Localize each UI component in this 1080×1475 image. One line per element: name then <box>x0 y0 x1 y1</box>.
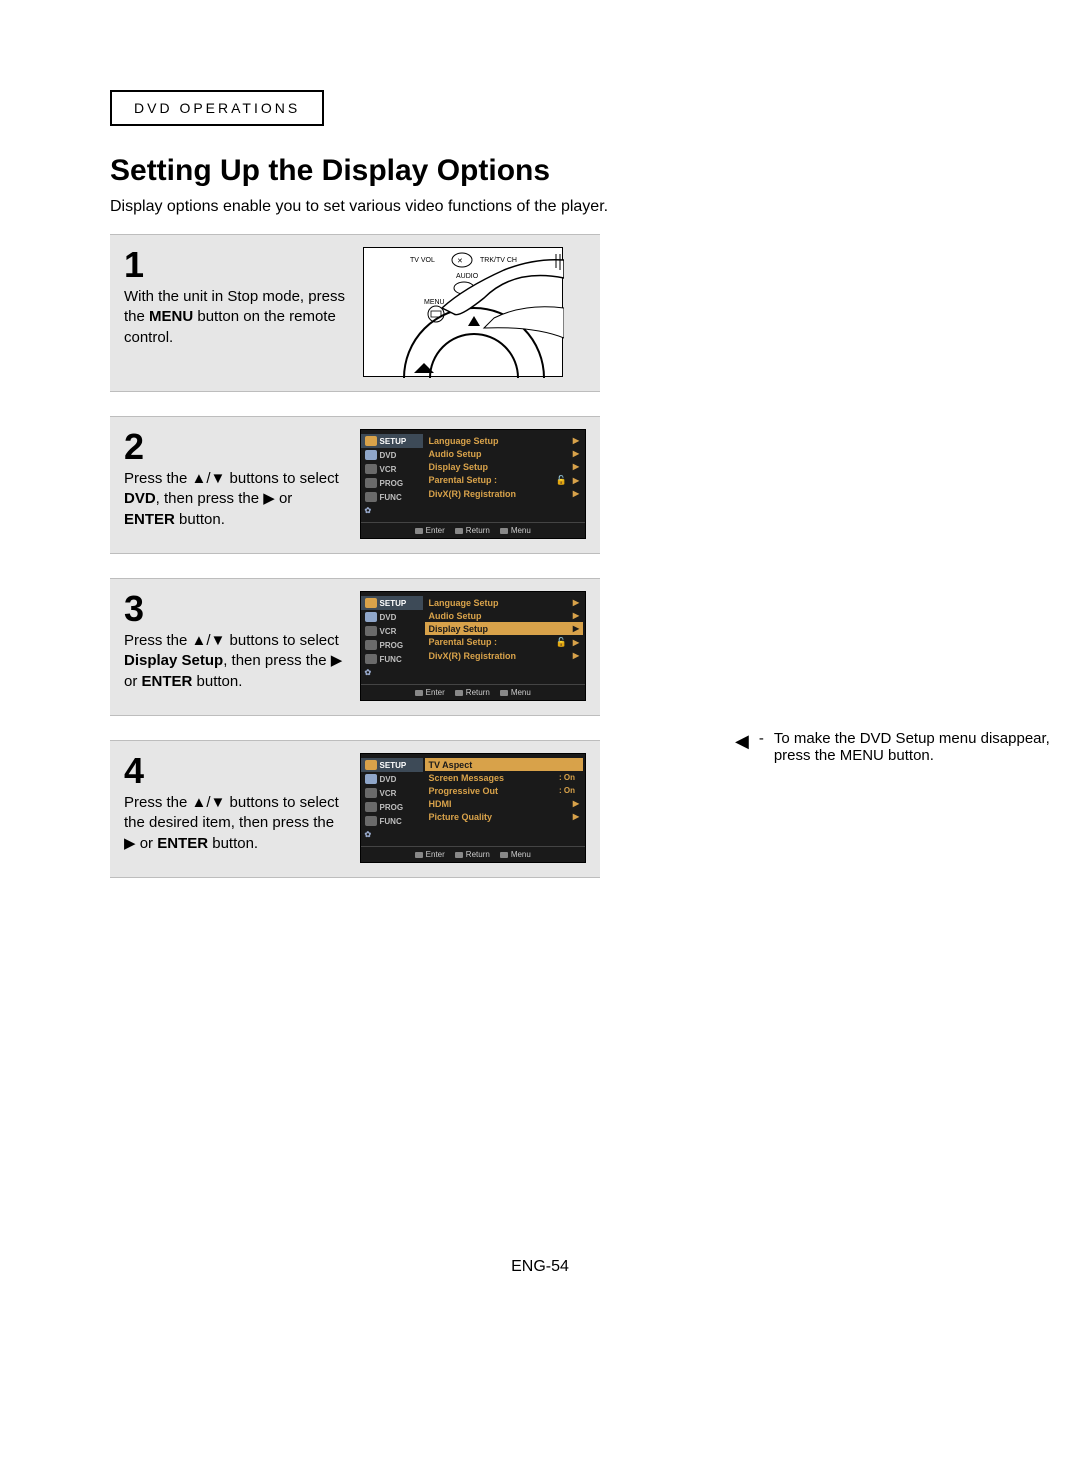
svg-text:AUDIO: AUDIO <box>456 273 479 280</box>
osd-footer: EnterReturnMenu <box>361 684 585 700</box>
osd-row: Screen Messages: On <box>429 771 579 784</box>
osd-row: DivX(R) Registration▶ <box>429 487 579 500</box>
osd-row: Audio Setup▶ <box>429 609 579 622</box>
osd-row: Audio Setup▶ <box>429 447 579 460</box>
osd-footer: EnterReturnMenu <box>361 846 585 862</box>
osd-tab: PROG <box>361 638 423 652</box>
osd-row: DivX(R) Registration▶ <box>429 649 579 662</box>
osd-row: Display Setup▶ <box>425 622 583 635</box>
osd-tab: FUNC <box>361 490 423 504</box>
osd-row: Parental Setup :🔓▶ <box>429 635 579 649</box>
section-tag: DVD OPERATIONS <box>110 90 324 126</box>
step-number: 4 <box>124 753 346 789</box>
osd-tab: VCR <box>361 624 423 638</box>
osd-row: Display Setup▶ <box>429 460 579 473</box>
osd-tab: FUNC <box>361 814 423 828</box>
step-text: With the unit in Stop mode, press the ME… <box>124 288 345 346</box>
osd-tab: VCR <box>361 786 423 800</box>
osd-tab: DVD <box>361 610 423 624</box>
osd-tab: SETUP <box>361 758 423 772</box>
osd-row: Progressive Out: On <box>429 784 579 797</box>
osd-tab: PROG <box>361 476 423 490</box>
step-number: 3 <box>124 591 346 627</box>
osd-tab: SETUP <box>361 434 423 448</box>
step-1: 1 With the unit in Stop mode, press the … <box>110 234 600 392</box>
step-text: Press the ▲/▼ buttons to select Display … <box>124 632 342 690</box>
osd-tab: FUNC <box>361 652 423 666</box>
onscreen-menu-step2: SETUPDVDVCRPROGFUNC✿Language Setup▶Audio… <box>360 429 586 539</box>
page-number: ENG-54 <box>110 1258 970 1276</box>
onscreen-menu-step4: SETUPDVDVCRPROGFUNC✿TV Aspect: WideScree… <box>360 753 586 863</box>
osd-footer: EnterReturnMenu <box>361 522 585 538</box>
remote-illustration: TV VOL ✕ TRK/TV CH AUDIO MENU <box>363 247 563 377</box>
triangle-left-icon: ◀ <box>735 730 749 750</box>
step-text: Press the ▲/▼ buttons to select DVD, the… <box>124 470 339 528</box>
step-number: 2 <box>124 429 346 465</box>
osd-tab: VCR <box>361 462 423 476</box>
page-title: Setting Up the Display Options <box>110 154 970 188</box>
side-note: ◀ - To make the DVD Setup menu disappear… <box>735 730 1065 764</box>
osd-row: HDMI▶ <box>429 797 579 810</box>
step-3: 3 Press the ▲/▼ buttons to select Displa… <box>110 578 600 716</box>
osd-row: Parental Setup :🔓▶ <box>429 473 579 487</box>
svg-text:TV VOL: TV VOL <box>410 257 435 264</box>
side-note-text: To make the DVD Setup menu disappear, pr… <box>774 730 1065 764</box>
osd-row: Language Setup▶ <box>429 434 579 447</box>
svg-text:TRK/TV CH: TRK/TV CH <box>480 257 517 264</box>
osd-tab: PROG <box>361 800 423 814</box>
intro-text: Display options enable you to set variou… <box>110 198 970 216</box>
step-number: 1 <box>124 247 349 283</box>
svg-text:✕: ✕ <box>457 258 463 265</box>
osd-tab: SETUP <box>361 596 423 610</box>
svg-text:MENU: MENU <box>424 299 445 306</box>
osd-row: Picture Quality▶ <box>429 810 579 823</box>
step-text: Press the ▲/▼ buttons to select the desi… <box>124 794 339 852</box>
osd-tab: DVD <box>361 772 423 786</box>
onscreen-menu-step3: SETUPDVDVCRPROGFUNC✿Language Setup▶Audio… <box>360 591 586 701</box>
osd-row: TV Aspect: Wide <box>425 758 583 771</box>
osd-row: Language Setup▶ <box>429 596 579 609</box>
osd-tab: DVD <box>361 448 423 462</box>
step-2: 2 Press the ▲/▼ buttons to select DVD, t… <box>110 416 600 554</box>
step-4: 4 Press the ▲/▼ buttons to select the de… <box>110 740 600 878</box>
dash: - <box>759 730 764 747</box>
